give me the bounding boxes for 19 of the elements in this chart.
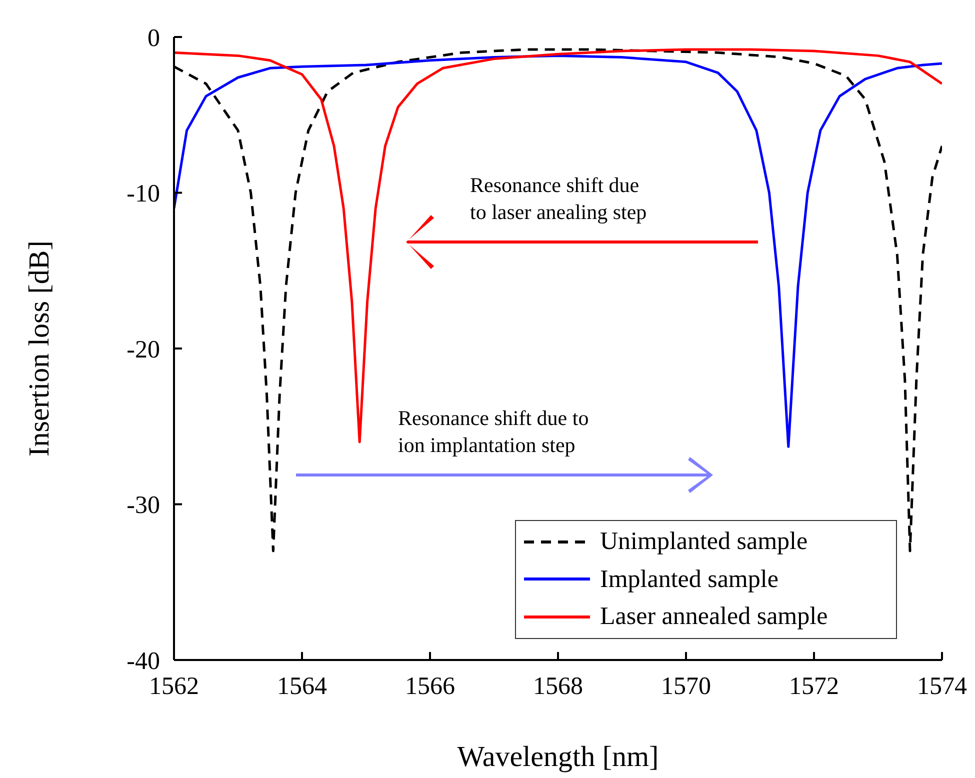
legend-label: Implanted sample: [600, 564, 778, 594]
annotation: Resonance shift due to ion implantation step: [398, 405, 589, 460]
x-tick-label: 1568: [533, 672, 583, 700]
annotation: Resonance shift due to laser anealing step: [470, 172, 647, 226]
x-tick-label: 1572: [789, 672, 839, 700]
legend-label: Unimplanted sample: [600, 527, 808, 557]
legend-label: Laser annealed sample: [600, 602, 828, 632]
y-tick-label: 0: [148, 24, 160, 52]
x-tick-label: 1566: [405, 672, 455, 700]
y-tick-label: -40: [126, 648, 160, 675]
y-axis-title: Insertion loss [dB]: [23, 240, 56, 456]
y-tick-label: -30: [126, 492, 160, 520]
x-tick-label: 1574: [917, 672, 968, 700]
y-tick-label: -10: [126, 180, 160, 208]
x-axis-title: Wavelength [nm]: [457, 741, 659, 773]
x-tick-label: 1570: [661, 672, 711, 700]
y-tick-label: -20: [126, 336, 160, 364]
x-tick-label: 1562: [149, 672, 199, 700]
x-tick-label: 1564: [277, 672, 328, 700]
